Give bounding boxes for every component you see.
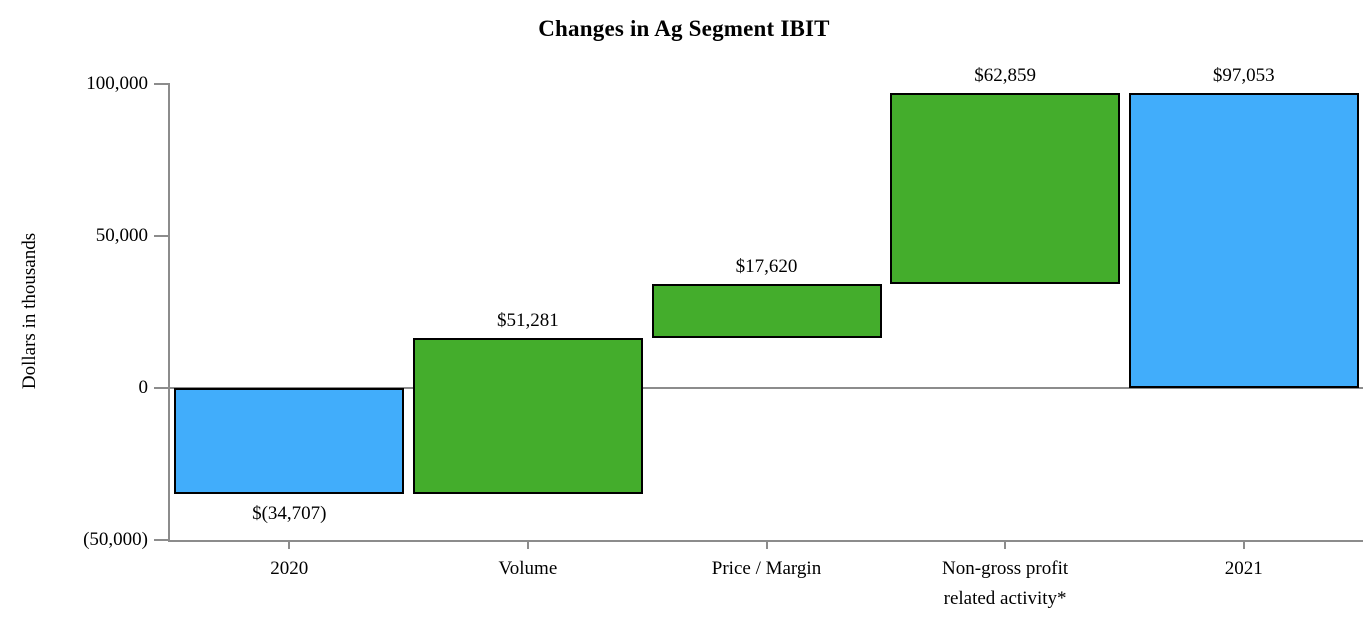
x-category-label-2021: 2021	[1094, 554, 1368, 584]
bar-volume	[412, 337, 643, 494]
bar-value-label-volume: $51,281	[497, 309, 559, 331]
x-category-label-price-margin: Price / Margin	[617, 554, 917, 584]
x-category-label-volume: Volume	[378, 554, 678, 584]
x-tick-mark	[765, 540, 768, 549]
x-category-label-line: 2020	[270, 558, 309, 579]
x-category-label-line: Price / Margin	[711, 558, 822, 579]
x-tick-mark	[1242, 540, 1245, 549]
y-tick-mark	[154, 83, 170, 85]
y-tick-mark	[154, 387, 170, 389]
x-category-label-non-gross-profit-related-activity: Non-gross profit related activity*	[855, 554, 1155, 614]
x-category-label-line: Volume	[498, 558, 558, 579]
bar-price-margin	[651, 284, 882, 338]
x-tick-mark	[288, 540, 291, 549]
bar-2021	[1128, 92, 1359, 388]
x-category-label-line: related activity*	[943, 588, 1067, 609]
y-tick-mark	[154, 539, 170, 541]
chart-title: Changes in Ag Segment IBIT	[538, 16, 830, 41]
y-tick-mark	[154, 235, 170, 237]
bar-value-label-2020: $(34,707)	[252, 502, 327, 524]
x-tick-mark	[526, 540, 529, 549]
x-category-label-2020: 2020	[139, 554, 439, 584]
bar-value-label-price-margin: $17,620	[735, 256, 798, 278]
zero-gridline	[170, 387, 1363, 389]
x-category-label-line: 2021	[1224, 558, 1263, 579]
y-tick-label-0: 0	[138, 377, 149, 398]
bar-non-gross-profit-related-activity	[890, 92, 1121, 285]
bar-value-label-non-gross-profit-related-activity: $62,859	[974, 64, 1036, 86]
y-tick-label-100-000: 100,000	[86, 73, 148, 94]
x-category-label-line: Non-gross profit	[942, 558, 1069, 579]
y-axis-label: Dollars in thousands	[19, 232, 40, 390]
y-tick-label-50-000: 50,000	[95, 225, 148, 246]
y-tick-label-50-000: (50,000)	[83, 529, 148, 550]
x-tick-mark	[1004, 540, 1007, 549]
bar-2020	[174, 388, 405, 494]
bar-value-label-2021: $97,053	[1212, 64, 1275, 86]
plot-area: 100,000 50,000 0 (50,000) $(34,707) 2020 $51,2…	[83, 65, 1363, 609]
